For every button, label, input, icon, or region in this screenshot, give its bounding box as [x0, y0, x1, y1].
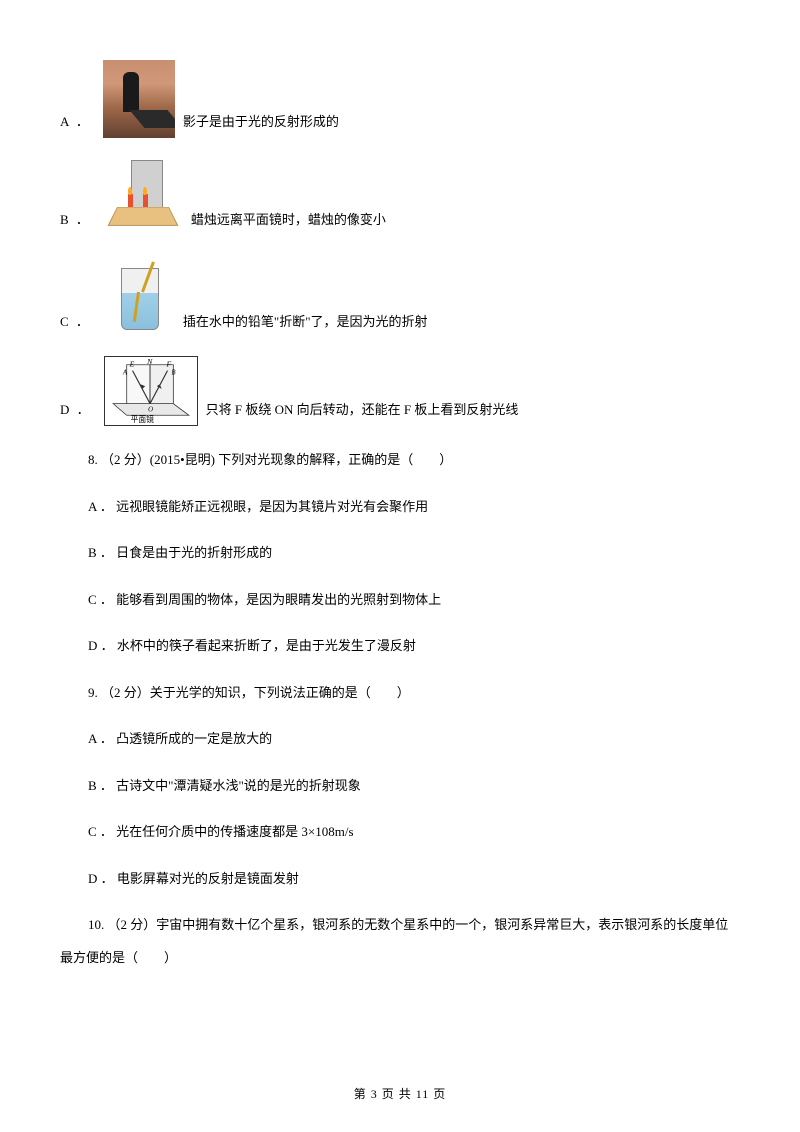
option-label: C ． [60, 306, 91, 339]
q9-option-c: C ． 光在任何介质中的传播速度都是 3×108m/s [60, 816, 740, 849]
candle-mirror-image [103, 156, 183, 236]
q9-option-a: A ． 凸透镜所成的一定是放大的 [60, 723, 740, 756]
option-text: 蜡烛远离平面镜时，蜡烛的像变小 [191, 204, 386, 237]
q10-stem: 10. （2 分）宇宙中拥有数十亿个星系，银河系的无数个星系中的一个，银河系异常… [60, 909, 740, 974]
reflection-diagram-image: E N F A B O 平面镜 [104, 356, 198, 426]
svg-text:N: N [146, 357, 153, 366]
svg-text:E: E [128, 360, 134, 369]
q7-option-b: B ． 蜡烛远离平面镜时，蜡烛的像变小 [60, 156, 740, 236]
shadow-image [103, 60, 175, 138]
q9-stem: 9. （2 分）关于光学的知识，下列说法正确的是（ ） [60, 677, 740, 710]
option-text: 只将 F 板绕 ON 向后转动，还能在 F 板上看到反射光线 [206, 394, 519, 427]
svg-text:F: F [165, 360, 171, 369]
q9-option-b: B ． 古诗文中"潭清疑水浅"说的是光的折射现象 [60, 770, 740, 803]
option-label: B ． [60, 204, 91, 237]
pencil-water-image [103, 254, 175, 338]
q8-option-a: A ． 远视眼镜能矫正远视眼，是因为其镜片对光有会聚作用 [60, 491, 740, 524]
q7-option-d: D ． E N F A B O 平面镜 [60, 356, 740, 426]
option-label: D ． [60, 394, 92, 427]
document-body: A ． 影子是由于光的反射形成的 B ． 蜡烛远离平面镜时，蜡烛的像变小 C ．… [60, 60, 740, 974]
q7-option-a: A ． 影子是由于光的反射形成的 [60, 60, 740, 138]
option-label: A ． [60, 106, 91, 139]
option-text: 影子是由于光的反射形成的 [183, 106, 339, 139]
svg-text:B: B [171, 369, 175, 376]
q7-option-c: C ． 插在水中的铅笔"折断"了，是因为光的折射 [60, 254, 740, 338]
svg-text:A: A [121, 369, 127, 376]
q9-option-d: D ． 电影屏幕对光的反射是镜面发射 [60, 863, 740, 896]
q8-option-b: B ． 日食是由于光的折射形成的 [60, 537, 740, 570]
page-footer: 第 3 页 共 11 页 [0, 1085, 800, 1102]
svg-text:O: O [148, 406, 153, 413]
q8-option-d: D ． 水杯中的筷子看起来折断了，是由于光发生了漫反射 [60, 630, 740, 663]
q8-stem: 8. （2 分）(2015•昆明) 下列对光现象的解释，正确的是（ ） [60, 444, 740, 477]
option-text: 插在水中的铅笔"折断"了，是因为光的折射 [183, 306, 428, 339]
svg-text:平面镜: 平面镜 [130, 414, 154, 424]
q8-option-c: C ． 能够看到周围的物体，是因为眼睛发出的光照射到物体上 [60, 584, 740, 617]
